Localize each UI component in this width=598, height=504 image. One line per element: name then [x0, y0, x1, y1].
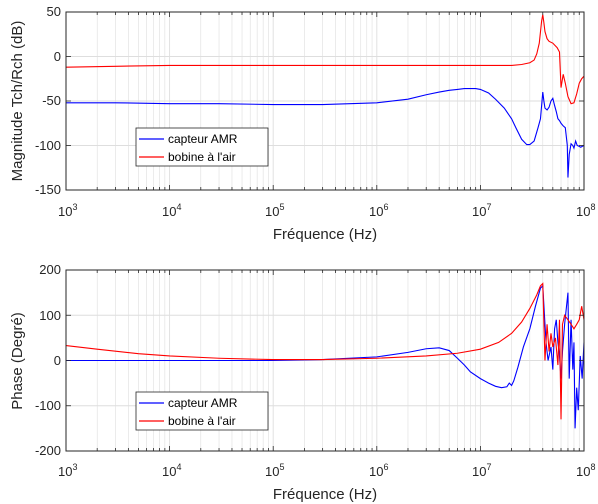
phase-ytick-label: -100	[35, 398, 61, 413]
magnitude-xtick-label: 108	[576, 202, 595, 219]
phase-legend-capteur-amr-label: capteur AMR	[168, 396, 238, 410]
magnitude-series	[65, 14, 585, 178]
magnitude-yaxis-label: Magnitude Tch/Rch (dB)	[9, 21, 26, 182]
magnitude-ytick-label: -50	[42, 93, 61, 108]
magnitude-legend-box	[135, 127, 269, 167]
phase-ytick-label: 100	[39, 308, 61, 323]
phase-series-capteur-amr-line	[66, 284, 585, 429]
phase-legend-bobine-air-label: bobine à l'air	[168, 414, 236, 428]
magnitude-xtick-label: 106	[369, 202, 388, 219]
phase-legend: capteur AMR bobine à l'air	[135, 391, 269, 431]
phase-xtick-label: 105	[265, 462, 284, 479]
magnitude-ytick-label: 50	[47, 4, 61, 19]
phase-yaxis-label: Phase (Degré)	[9, 312, 26, 410]
magnitude-chart: 50 0 -50 -100 -150 103 104 105 106 107 1…	[9, 4, 595, 243]
magnitude-series-bobine-air-line	[65, 14, 585, 105]
phase-ytick-label: 0	[54, 353, 61, 368]
phase-series	[65, 282, 585, 429]
phase-ytick-label: -200	[35, 443, 61, 458]
phase-xtick-label: 108	[576, 462, 595, 479]
magnitude-xtick-label: 107	[472, 202, 491, 219]
magnitude-xtick-label: 103	[58, 202, 77, 219]
phase-ytick-label: 200	[39, 262, 61, 277]
phase-xtick-label: 103	[58, 462, 77, 479]
phase-xtick-label: 104	[162, 462, 181, 479]
magnitude-series-capteur-amr-line	[66, 87, 585, 178]
phase-chart: 200 100 0 -100 -200 103 104 105 106 107 …	[9, 262, 595, 503]
phase-legend-box	[135, 391, 269, 431]
magnitude-legend-bobine-air-label: bobine à l'air	[168, 150, 236, 164]
phase-xaxis-label: Fréquence (Hz)	[273, 486, 377, 503]
phase-axis-ticks	[66, 269, 584, 452]
magnitude-legend-capteur-amr-label: capteur AMR	[168, 132, 238, 146]
phase-series-bobine-air-line	[65, 282, 585, 420]
phase-xtick-labels: 103 104 105 106 107 108	[58, 462, 595, 479]
magnitude-xtick-label: 105	[265, 202, 284, 219]
phase-xtick-label: 106	[369, 462, 388, 479]
magnitude-legend: capteur AMR bobine à l'air	[135, 127, 269, 167]
magnitude-xtick-label: 104	[162, 202, 181, 219]
phase-xtick-label: 107	[472, 462, 491, 479]
magnitude-xtick-labels: 103 104 105 106 107 108	[58, 202, 595, 219]
phase-ytick-labels: 200 100 0 -100 -200	[35, 262, 61, 458]
magnitude-ytick-label: -150	[35, 182, 61, 197]
magnitude-ytick-label: 0	[54, 49, 61, 64]
magnitude-ytick-label: -100	[35, 138, 61, 153]
magnitude-axis-ticks	[66, 11, 584, 191]
magnitude-xaxis-label: Fréquence (Hz)	[273, 226, 377, 243]
magnitude-ytick-labels: 50 0 -50 -100 -150	[35, 4, 61, 197]
